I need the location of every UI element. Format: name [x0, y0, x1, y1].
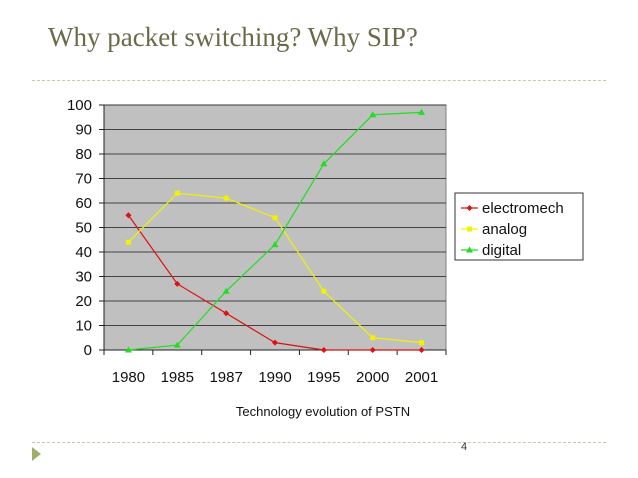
axes: 0 10 20 30 40 50 60 70 80 90 100 1980 1985 1987 1990 19… — [67, 97, 447, 386]
legend-box — [454, 192, 584, 261]
data-point-analog — [321, 288, 327, 294]
chart-caption-wrapper: Technology evolution of PSTN — [0, 404, 638, 419]
data-point-electromech — [320, 347, 327, 353]
x-tick-label: 1980 — [112, 369, 145, 386]
x-tick-label: 1990 — [258, 369, 291, 386]
pstn-evolution-chart: 0 10 20 30 40 50 60 70 80 90 100 1980 1985 1987 1990 19… — [67, 97, 584, 386]
y-tick-label: 30 — [75, 269, 92, 286]
legend: electromech analog digital — [454, 192, 584, 261]
y-tick-label: 50 — [75, 220, 92, 237]
y-tick-label: 90 — [75, 122, 92, 139]
data-point-electromech — [174, 280, 181, 287]
slide-title: Why packet switching? Why SIP? — [48, 22, 418, 52]
data-point-analog — [125, 239, 131, 245]
y-tick-label: 40 — [75, 244, 92, 261]
data-point-digital — [271, 241, 279, 248]
y-tick-label: 10 — [75, 318, 92, 335]
data-point-electromech — [418, 347, 425, 353]
legend-label: digital — [482, 242, 521, 259]
x-tick-label: 2001 — [405, 369, 438, 386]
y-tick-label: 70 — [75, 171, 92, 188]
page-number: 4 — [461, 441, 468, 453]
data-point-electromech — [125, 212, 132, 219]
data-point-digital — [222, 287, 230, 294]
legend-swatch-marker — [467, 226, 472, 232]
series-lines — [124, 108, 426, 353]
y-tick-label: 60 — [75, 195, 92, 212]
data-point-digital — [418, 108, 426, 115]
data-point-digital — [369, 111, 377, 118]
legend-label: electromech — [482, 200, 564, 217]
triangle-bullet-icon — [32, 447, 41, 461]
x-tick-label: 2000 — [356, 369, 389, 386]
y-tick-label: 80 — [75, 146, 92, 163]
gridlines — [104, 104, 446, 326]
data-point-digital — [320, 160, 328, 167]
data-point-electromech — [272, 339, 278, 346]
x-tick-label: 1995 — [307, 369, 340, 386]
y-tick-label: 20 — [75, 293, 92, 310]
legend-swatch-marker — [466, 246, 473, 253]
data-point-analog — [223, 195, 229, 201]
series-electromech — [125, 212, 425, 353]
data-point-analog — [419, 340, 425, 346]
legend-label: analog — [482, 221, 527, 238]
data-point-digital — [124, 346, 132, 353]
data-point-analog — [272, 215, 278, 221]
data-point-electromech — [369, 347, 376, 353]
data-point-electromech — [223, 310, 230, 317]
series-digital — [124, 108, 426, 353]
x-tick-label: 1987 — [209, 369, 242, 386]
series-analog — [125, 190, 425, 346]
y-tick-label: 100 — [67, 97, 92, 114]
legend-swatch-marker — [466, 205, 473, 211]
bottom-divider — [32, 442, 606, 443]
data-point-digital — [173, 341, 181, 348]
data-point-analog — [370, 335, 376, 341]
data-point-analog — [174, 190, 180, 196]
x-tick-label: 1985 — [161, 369, 194, 386]
top-divider — [32, 80, 606, 81]
chart-caption: Technology evolution of PSTN — [235, 404, 411, 419]
y-tick-label: 0 — [84, 342, 92, 359]
